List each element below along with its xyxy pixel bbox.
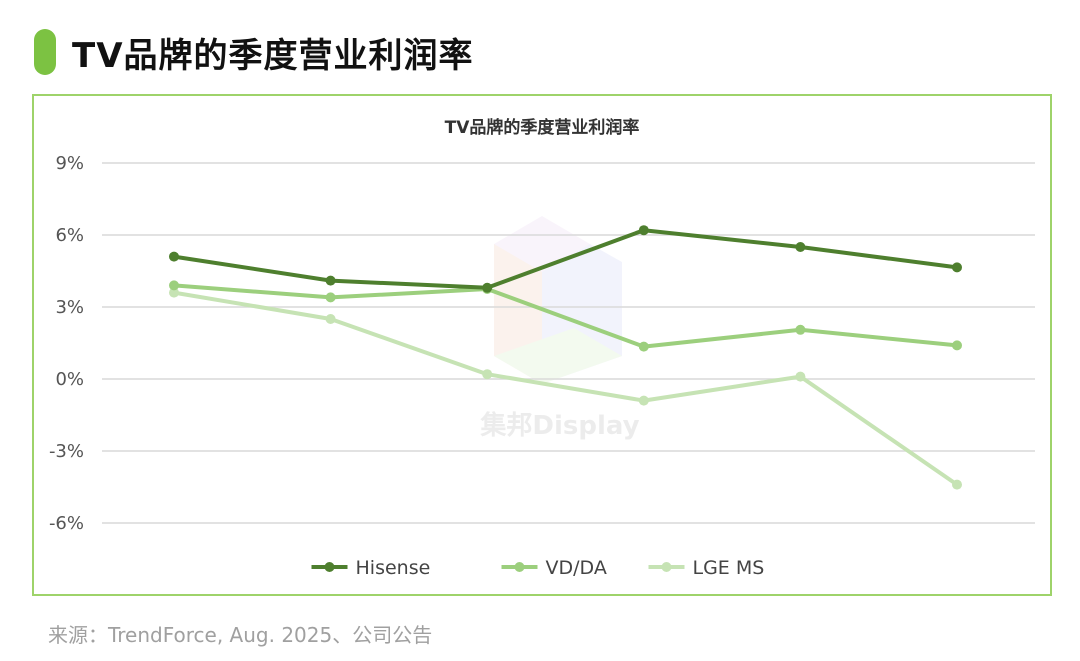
data-point <box>325 275 336 286</box>
legend-label: VD/DA <box>546 557 607 579</box>
data-point <box>952 262 962 273</box>
series-line <box>173 283 958 349</box>
page-title: TV品牌的季度营业利润率 <box>72 35 474 76</box>
watermark-text: 集邦Display <box>479 410 639 441</box>
data-point <box>638 395 649 406</box>
y-tick-label: 6% <box>55 225 84 246</box>
data-point <box>325 292 336 303</box>
line-chart: 集邦Display TV品牌的季度营业利润率 9% 6% 3% 0% -3% -6% Hi… <box>49 117 1035 579</box>
header-accent-bar <box>34 29 56 75</box>
data-point <box>169 287 179 298</box>
data-point <box>795 371 806 382</box>
legend-marker <box>324 562 335 572</box>
data-point <box>482 369 493 380</box>
series-lines <box>169 225 962 490</box>
y-tick-label: 9% <box>55 153 84 174</box>
data-point <box>795 242 806 252</box>
data-point <box>952 479 962 490</box>
chart-title: TV品牌的季度营业利润率 <box>445 117 640 138</box>
y-tick-label: 0% <box>55 369 84 390</box>
watermark-cube-right <box>542 244 622 384</box>
legend-marker <box>661 562 672 572</box>
y-tick-label: 3% <box>55 297 84 318</box>
y-axis: 9% 6% 3% 0% -3% -6% <box>49 153 84 534</box>
data-point <box>482 282 493 293</box>
legend: Hisense VD/DA LGE MS <box>311 557 765 579</box>
series-line <box>173 228 958 290</box>
y-tick-label: -3% <box>49 441 84 462</box>
legend-label: LGE MS <box>693 557 765 579</box>
series-line <box>173 290 959 487</box>
data-point <box>952 340 962 351</box>
source-note: 来源：TrendForce, Aug. 2025、公司公告 <box>48 623 433 647</box>
data-point <box>638 225 649 236</box>
legend-label: Hisense <box>356 557 431 579</box>
data-point <box>795 324 806 335</box>
page-header: TV品牌的季度营业利润率 <box>34 28 474 76</box>
data-point <box>325 314 336 324</box>
data-point <box>169 280 179 291</box>
legend-marker <box>514 562 525 572</box>
watermark-cube-bottom <box>494 328 622 384</box>
y-tick-label: -6% <box>49 513 84 534</box>
grid <box>102 162 1035 524</box>
watermark: 集邦Display <box>479 216 640 441</box>
data-point <box>638 341 649 352</box>
data-point <box>169 251 179 262</box>
chart-frame: 集邦Display TV品牌的季度营业利润率 9% 6% 3% 0% -3% -6% Hi… <box>32 94 1052 596</box>
